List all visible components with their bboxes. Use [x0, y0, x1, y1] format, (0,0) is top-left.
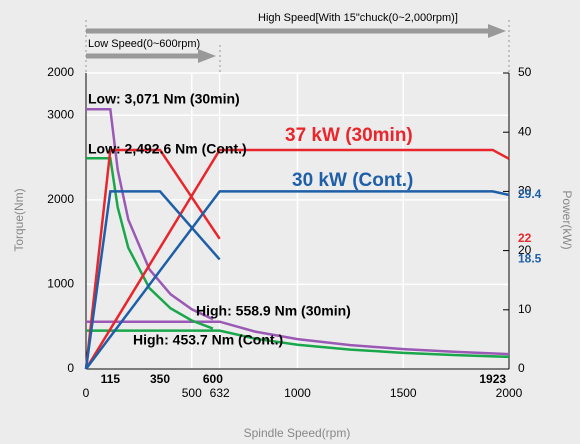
power-label: 18.5 [518, 252, 542, 266]
annotation: High: 453.7 Nm (Cont.) [133, 332, 283, 348]
y2-tick-label: 30 [518, 184, 532, 198]
series-line [84, 148, 221, 370]
y2-tick-label: 0 [518, 361, 525, 375]
speed-mark-label: 115 [101, 372, 121, 386]
speed-mark-label: 1923 [479, 372, 506, 386]
x-tick-label: 1000 [284, 386, 311, 400]
y2-tick-label: 20 [518, 243, 532, 257]
y-tick-label: 0 [67, 361, 74, 375]
x-tick-label: 632 [210, 386, 230, 400]
range-arrow-head [198, 49, 216, 63]
y-tick-label: 3000 [47, 107, 74, 121]
series-line [86, 156, 214, 330]
y2-tick-label: 50 [518, 65, 532, 79]
y-tick-label: 2000 [47, 65, 74, 79]
series-line [85, 190, 510, 370]
y-axis-title: Torque(Nm) [12, 188, 26, 251]
series-line [86, 329, 510, 359]
annotation: 37 kW (30min) [285, 125, 413, 146]
annotation: High: 558.9 Nm (30min) [196, 303, 351, 319]
x-tick-label: 0 [83, 386, 90, 400]
x-tick-label: 2000 [496, 386, 523, 400]
annotation: Low: 2,492.6 Nm (Cont.) [88, 141, 247, 157]
power-label: 29.4 [518, 187, 542, 201]
series-line [84, 148, 510, 370]
x-tick-label: 1500 [390, 386, 417, 400]
x-tick-label: 500 [182, 386, 202, 400]
y2-tick-label: 40 [518, 124, 532, 138]
speed-mark-label: 600 [203, 372, 223, 386]
series-line [86, 320, 510, 356]
annotation: Low: 3,071 Nm (30min) [88, 91, 240, 107]
power-label: 22 [518, 231, 532, 245]
series-line [84, 190, 221, 370]
y2-tick-label: 10 [518, 302, 532, 316]
x-axis-title: Spindle Speed(rpm) [244, 426, 351, 440]
series-line [86, 108, 214, 321]
speed-mark-label: 350 [150, 372, 170, 386]
y-tick-label: 1000 [47, 277, 74, 291]
y-tick-label: 2000 [47, 192, 74, 206]
range-arrow-head [488, 24, 506, 38]
range-label: Low Speed(0~600rpm) [88, 38, 200, 50]
range-label: High Speed[With 15"chuck(0~2,000rpm)] [258, 12, 458, 24]
y2-axis-title: Power(kW) [560, 190, 574, 249]
annotation: 30 kW (Cont.) [292, 170, 413, 191]
